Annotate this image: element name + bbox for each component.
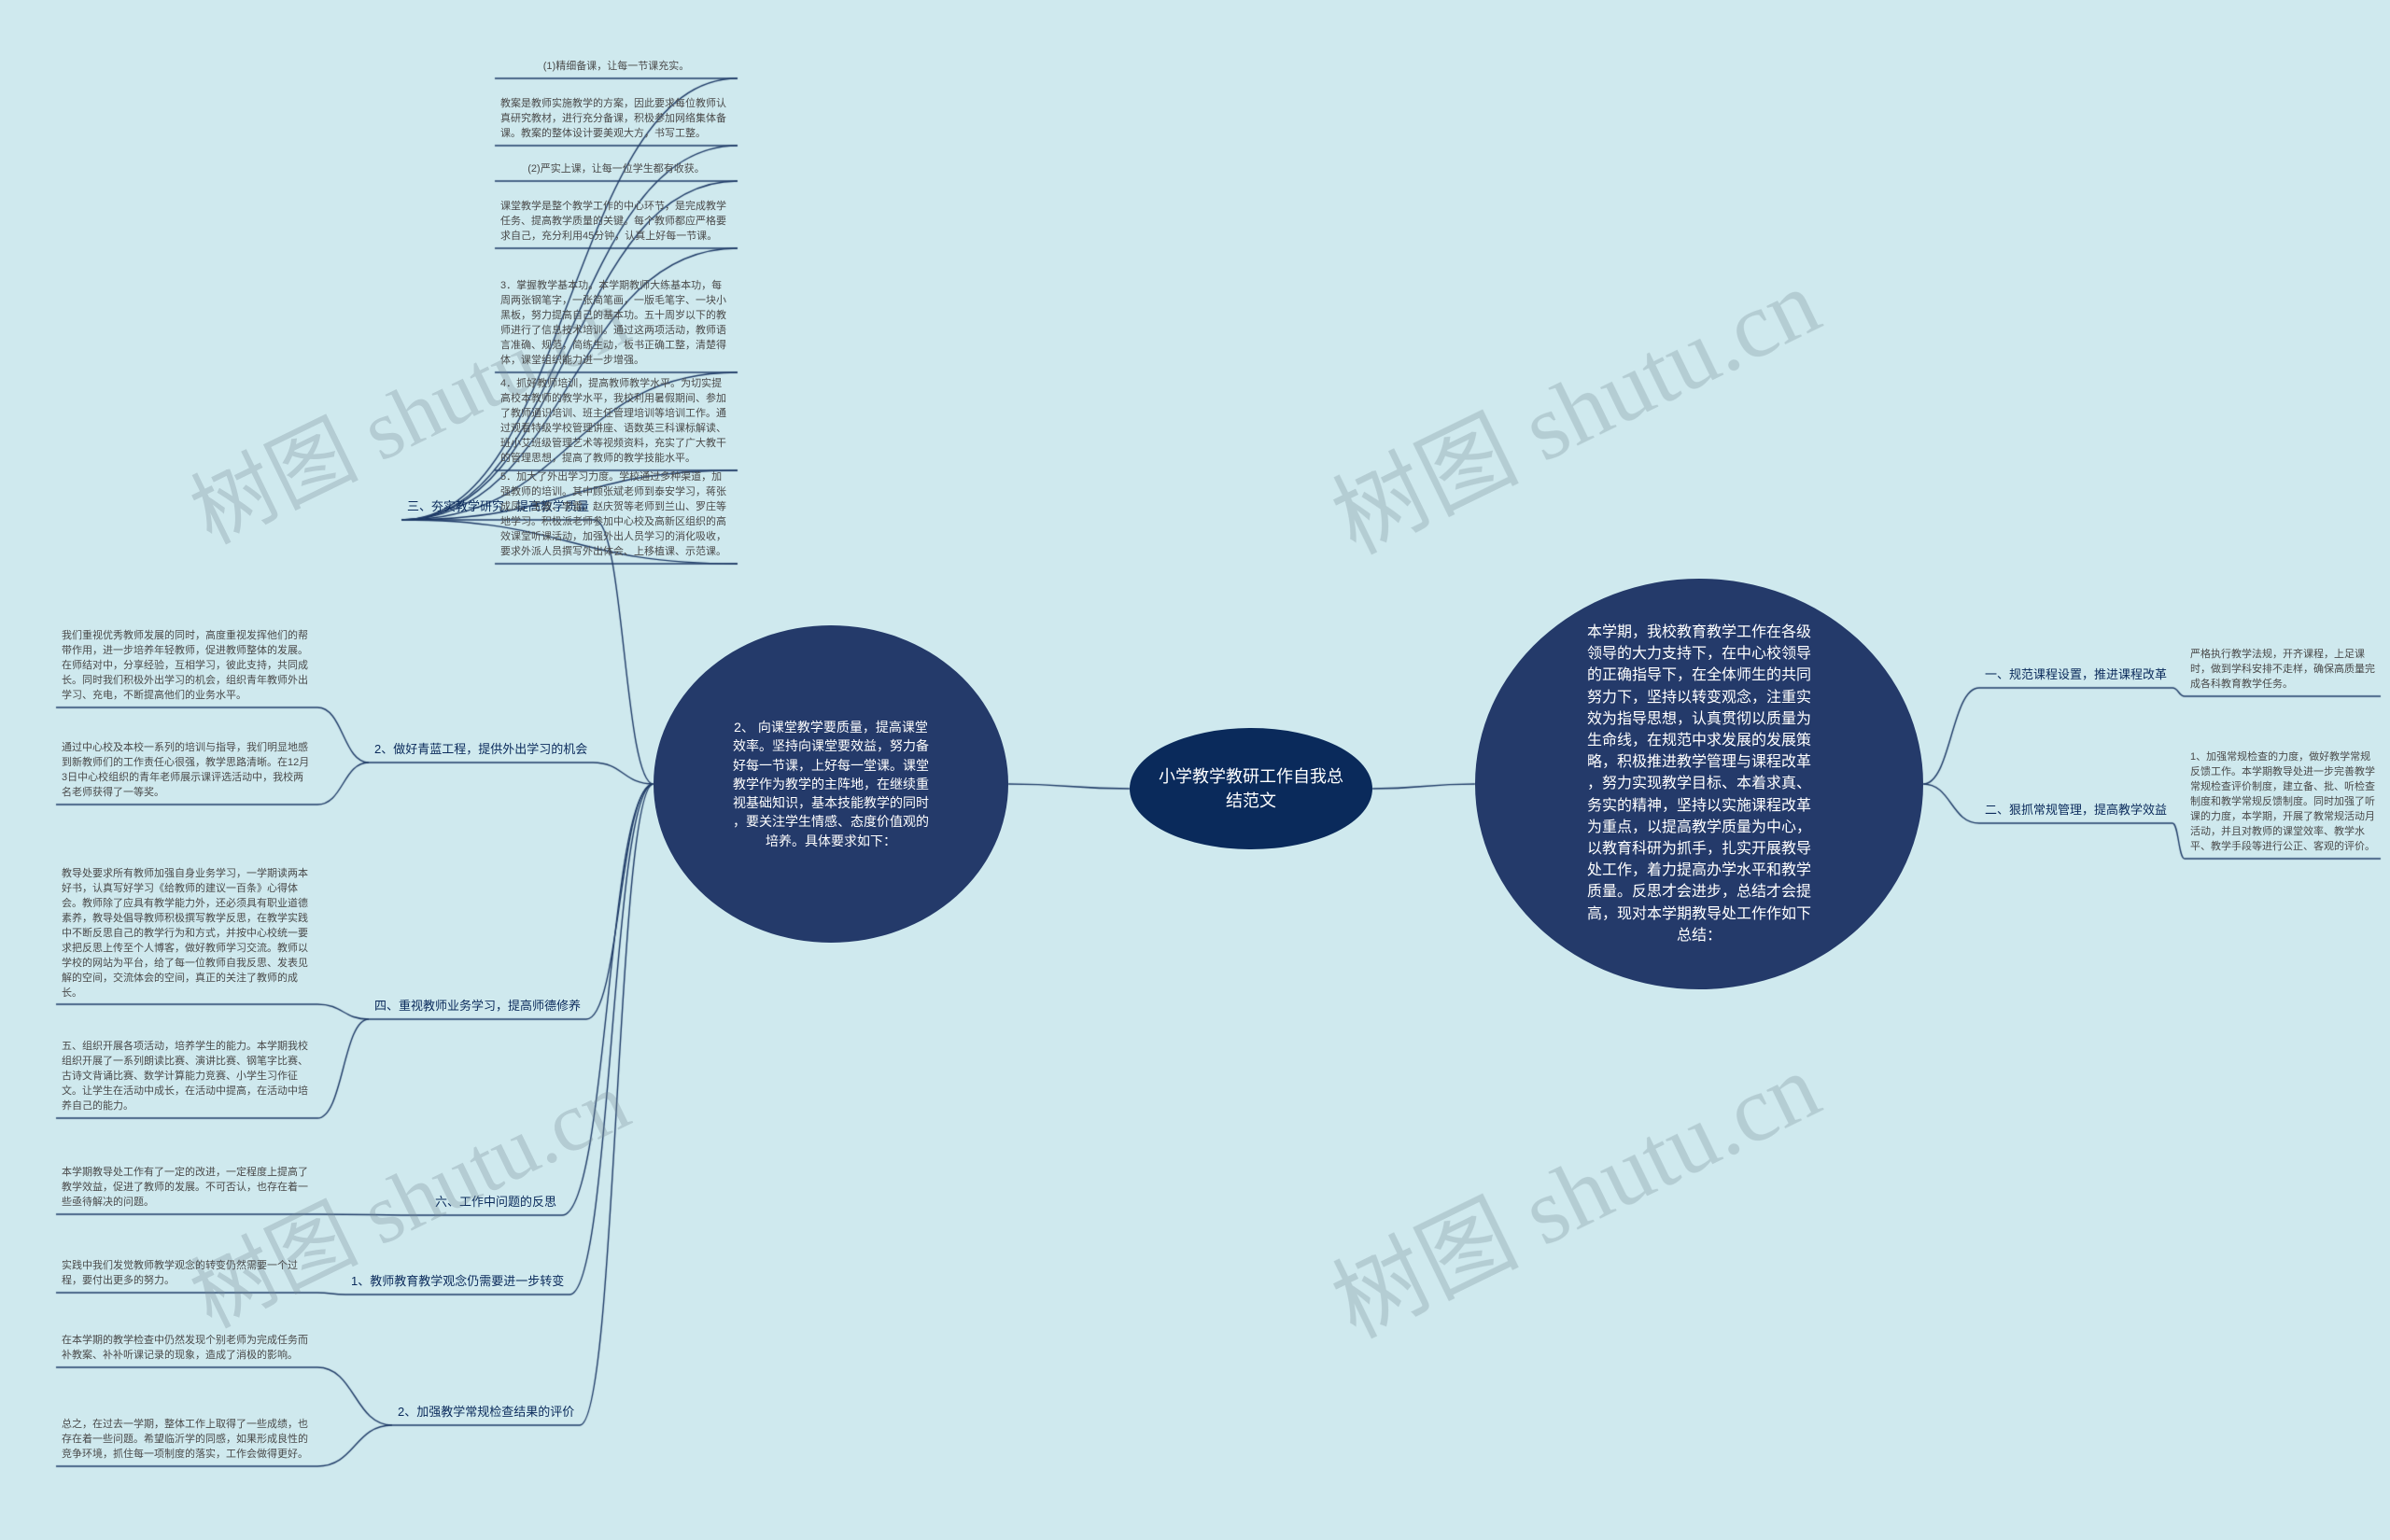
leaf-l3-1: 教案是教师实施教学的方案，因此要求每位教师认真研究教材，进行充分备课，积极参加网… [495, 93, 738, 146]
leaf-l6-0: 本学期教导处工作有了一定的改进，一定程度上提高了教学效益，促进了教师的发展。不可… [56, 1162, 317, 1214]
leaf-l2b-1: 通过中心校及本校一系列的培训与指导，我们明显地感到新教师们的工作责任心很强，教学… [56, 737, 317, 805]
leaf-l3-0: (1)精细备课，让每一节课充实。 [495, 56, 738, 78]
leaf-r1: 严格执行教学法规，开齐课程，上足课时，做到学科安排不走样，确保高质量完成各科教育… [2185, 644, 2381, 696]
leaf-l3-3: 课堂教学是整个教学工作的中心环节，是完成教学任务、提高教学质量的关键。每个教师都… [495, 196, 738, 248]
branch-l6: 六、工作中问题的反思 [429, 1190, 562, 1215]
leaf-l4-1: 五、组织开展各项活动，培养学生的能力。本学期我校组织开展了一系列朗读比赛、演讲比… [56, 1036, 317, 1118]
leaf-l3-4: 3．掌握教学基本功。本学期教师大练基本功，每周两张钢笔字，一张简笔画，一版毛笔字… [495, 275, 738, 372]
leaf-l3-5: 4．抓好教师培训，提高教师教学水平。为切实提高校本教师的教学水平，我校利用暑假期… [495, 373, 738, 470]
leaf-r2: 1、加强常规检查的力度，做好教学常规反馈工作。本学期教导处进一步完善教学常规检查… [2185, 747, 2381, 859]
branch-l62: 2、加强教学常规检查结果的评价 [392, 1400, 580, 1425]
leaf-l62-1: 总之，在过去一学期，整体工作上取得了一些成绩，也存在着一些问题。希望临沂学的同感… [56, 1414, 317, 1466]
left-ellipse: 2、 向课堂教学要质量，提高课堂 效率。坚持向课堂要效益，努力备 好每一节课，上… [654, 625, 1008, 943]
root-node: 小学教学教研工作自我总 结范文 [1130, 728, 1372, 849]
leaf-l4-0: 教导处要求所有教师加强自身业务学习，一学期读两本好书，认真写好学习《给教师的建议… [56, 863, 317, 1004]
branch-l61: 1、教师教育教学观念仍需要进一步转变 [345, 1269, 569, 1295]
branch-l4: 四、重视教师业务学习，提高师德修养 [369, 994, 586, 1019]
branch-r2: 二、狠抓常规管理，提高教学效益 [1979, 798, 2172, 823]
leaf-l2b-0: 我们重视优秀教师发展的同时，高度重视发挥他们的帮带作用，进一步培养年轻教师，促进… [56, 625, 317, 707]
leaf-l3-2: (2)严实上课，让每一位学生都有收获。 [495, 159, 738, 181]
branch-r1: 一、规范课程设置，推进课程改革 [1979, 663, 2172, 688]
branch-l2b: 2、做好青蓝工程，提供外出学习的机会 [369, 737, 593, 763]
leaf-l3-6: 5．加大了外出学习力度。学校通过多种渠道，加强教师的培训。其中顾张斌老师到泰安学… [495, 467, 738, 564]
right-ellipse: 本学期，我校教育教学工作在各级 领导的大力支持下，在中心校领导 的正确指导下，在… [1475, 579, 1923, 989]
leaf-l62-0: 在本学期的教学检查中仍然发现个别老师为完成任务而补教案、补补听课记录的现象，造成… [56, 1330, 317, 1367]
leaf-l61-0: 实践中我们发觉教师教学观念的转变仍然需要一个过程，要付出更多的努力。 [56, 1255, 317, 1293]
